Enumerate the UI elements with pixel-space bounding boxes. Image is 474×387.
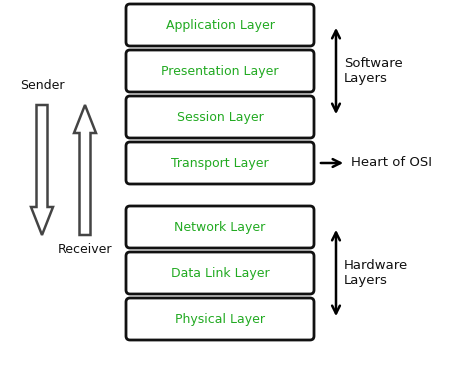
FancyBboxPatch shape <box>126 252 314 294</box>
Text: Session Layer: Session Layer <box>177 111 264 123</box>
Text: Sender: Sender <box>20 79 64 92</box>
Text: Application Layer: Application Layer <box>165 19 274 31</box>
Text: Data Link Layer: Data Link Layer <box>171 267 269 279</box>
Text: Software
Layers: Software Layers <box>344 57 403 85</box>
FancyBboxPatch shape <box>126 298 314 340</box>
Text: Heart of OSI: Heart of OSI <box>351 156 432 170</box>
FancyBboxPatch shape <box>126 142 314 184</box>
Text: Presentation Layer: Presentation Layer <box>161 65 279 77</box>
Text: Physical Layer: Physical Layer <box>175 312 265 325</box>
FancyBboxPatch shape <box>126 206 314 248</box>
Text: Receiver: Receiver <box>58 243 112 256</box>
Text: Transport Layer: Transport Layer <box>171 156 269 170</box>
Text: Hardware
Layers: Hardware Layers <box>344 259 408 287</box>
FancyBboxPatch shape <box>126 4 314 46</box>
Polygon shape <box>74 105 96 235</box>
Text: Network Layer: Network Layer <box>174 221 265 233</box>
Polygon shape <box>31 105 53 235</box>
FancyBboxPatch shape <box>126 50 314 92</box>
FancyBboxPatch shape <box>126 96 314 138</box>
